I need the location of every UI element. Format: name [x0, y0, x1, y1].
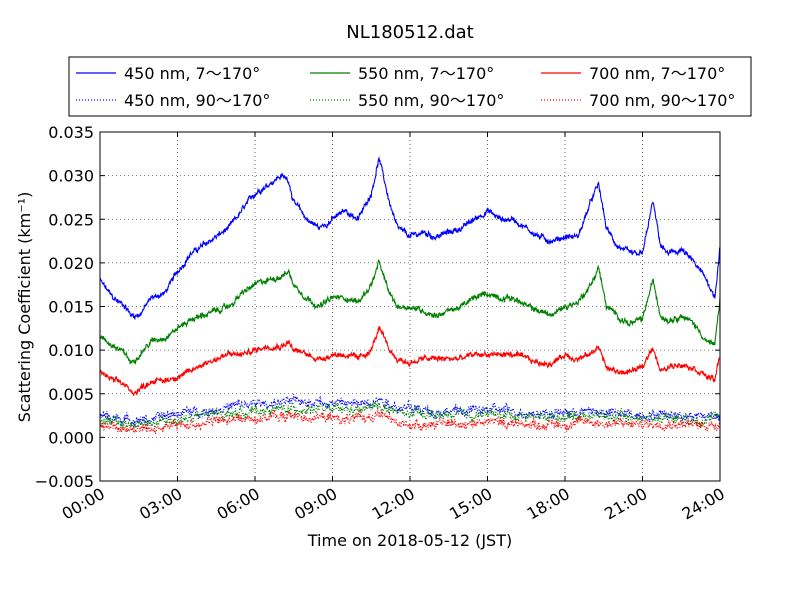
y-tick-label: 0.030: [48, 167, 94, 186]
legend-label: 700 nm, 7～170°: [589, 64, 725, 83]
grid-lines: [100, 132, 720, 481]
y-axis-label: Scattering Coefficient (km⁻¹): [15, 192, 34, 423]
y-tick-label: 0.010: [48, 341, 94, 360]
series-line-2: [100, 259, 720, 365]
chart-title: NL180512.dat: [346, 22, 473, 43]
series-lines: [100, 156, 720, 435]
legend-label: 450 nm, 7～170°: [124, 64, 260, 83]
legend: 450 nm, 7～170° 450 nm, 90～170° 550 nm, 7～1…: [68, 56, 752, 117]
legend-label: 550 nm, 90～170°: [358, 91, 504, 110]
y-tick-label: 0.000: [48, 428, 94, 447]
y-tick-label: 0.005: [48, 385, 94, 404]
legend-label: 550 nm, 7～170°: [358, 64, 494, 83]
x-axis-label: Time on 2018-05-12 (JST): [307, 531, 512, 550]
series-line-1: [100, 156, 720, 321]
legend-label: 700 nm, 90～170°: [589, 91, 735, 110]
y-tick-label: 0.015: [48, 298, 94, 317]
series-line-3: [100, 326, 720, 396]
y-tick-label: −0.005: [35, 472, 94, 491]
legend-label: 450 nm, 90～170°: [124, 91, 270, 110]
y-tick-label: 0.025: [48, 210, 94, 229]
legend-frame: [68, 56, 752, 117]
y-tick-label: 0.035: [48, 123, 94, 142]
y-tick-label: 0.020: [48, 254, 94, 273]
